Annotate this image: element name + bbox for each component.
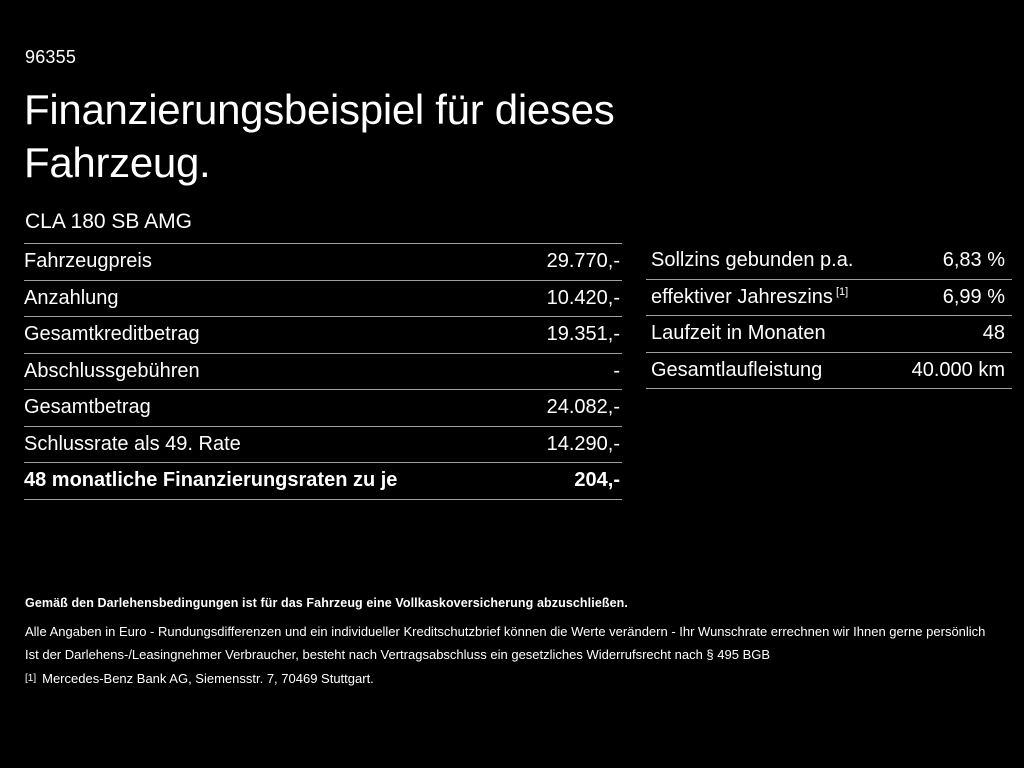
page-title-line-2: Fahrzeug.	[24, 139, 211, 186]
row-label: Schlussrate als 49. Rate	[24, 432, 241, 455]
row-label: Anzahlung	[24, 286, 119, 309]
legal-footer: Gemäß den Darlehensbedingungen ist für d…	[25, 596, 1001, 686]
footnote-text: Mercedes-Benz Bank AG, Siemensstr. 7, 70…	[42, 671, 374, 686]
row-label: 48 monatliche Finanzierungsraten zu je	[24, 469, 398, 492]
row-label: Abschlussgebühren	[24, 359, 200, 382]
row-value: 24.082,-	[546, 396, 620, 419]
row-value: 10.420,-	[546, 286, 620, 309]
row-label: Sollzins gebunden p.a.	[651, 249, 854, 272]
row-effektiver-jahreszins: effektiver Jahreszins [1] 6,99 %	[646, 280, 1012, 316]
disclaimer-line: Alle Angaben in Euro - Rundungsdifferenz…	[25, 624, 986, 639]
row-label: Gesamtbetrag	[24, 396, 151, 419]
row-value: 29.770,-	[546, 250, 620, 273]
row-fahrzeugpreis: Fahrzeugpreis 29.770,-	[24, 244, 622, 281]
footnote-marker: [1]	[25, 673, 37, 684]
row-monatliche-raten: 48 monatliche Finanzierungsraten zu je 2…	[24, 463, 622, 500]
row-abschlussgebuehren: Abschlussgebühren -	[24, 354, 622, 390]
row-gesamtlaufleistung: Gesamtlaufleistung 40.000 km	[646, 353, 1012, 389]
row-label: Gesamtkreditbetrag	[24, 323, 200, 346]
row-value: 6,83 %	[942, 249, 1005, 272]
row-value: 14.290,-	[546, 432, 620, 455]
row-label: Fahrzeugpreis	[24, 250, 152, 273]
footnote-marker: [1]	[835, 286, 849, 299]
row-laufzeit: Laufzeit in Monaten 48	[646, 316, 1012, 353]
conditions-table: Sollzins gebunden p.a. 6,83 % effektiver…	[646, 243, 1012, 389]
vehicle-model: CLA 180 SB AMG	[25, 210, 192, 233]
row-sollzins: Sollzins gebunden p.a. 6,83 %	[646, 243, 1012, 280]
row-value: 48	[982, 322, 1005, 345]
page-title-line-1: Finanzierungsbeispiel für dieses	[24, 86, 615, 133]
financing-table: Fahrzeugpreis 29.770,- Anzahlung 10.420,…	[24, 243, 622, 500]
row-value: 19.351,-	[546, 323, 620, 346]
row-value: 204,-	[574, 469, 620, 492]
row-label: Gesamtlaufleistung	[651, 358, 823, 381]
row-schlussrate: Schlussrate als 49. Rate 14.290,-	[24, 427, 622, 463]
row-gesamtkreditbetrag: Gesamtkreditbetrag 19.351,-	[24, 317, 622, 354]
row-anzahlung: Anzahlung 10.420,-	[24, 281, 622, 317]
row-label: Laufzeit in Monaten	[651, 322, 826, 345]
row-value: -	[613, 359, 620, 382]
row-label: effektiver Jahreszins [1]	[651, 285, 849, 308]
page-title: Finanzierungsbeispiel für dieses Fahrzeu…	[24, 83, 615, 189]
withdrawal-right-note: Ist der Darlehens-/Leasingnehmer Verbrau…	[25, 647, 771, 662]
document-number: 96355	[25, 47, 77, 67]
row-value: 6,99 %	[942, 285, 1005, 308]
row-value: 40.000 km	[911, 358, 1005, 381]
bank-footnote: [1] Mercedes-Benz Bank AG, Siemensstr. 7,…	[25, 671, 1001, 686]
row-gesamtbetrag: Gesamtbetrag 24.082,-	[24, 390, 622, 427]
insurance-requirement-note: Gemäß den Darlehensbedingungen ist für d…	[25, 596, 628, 610]
